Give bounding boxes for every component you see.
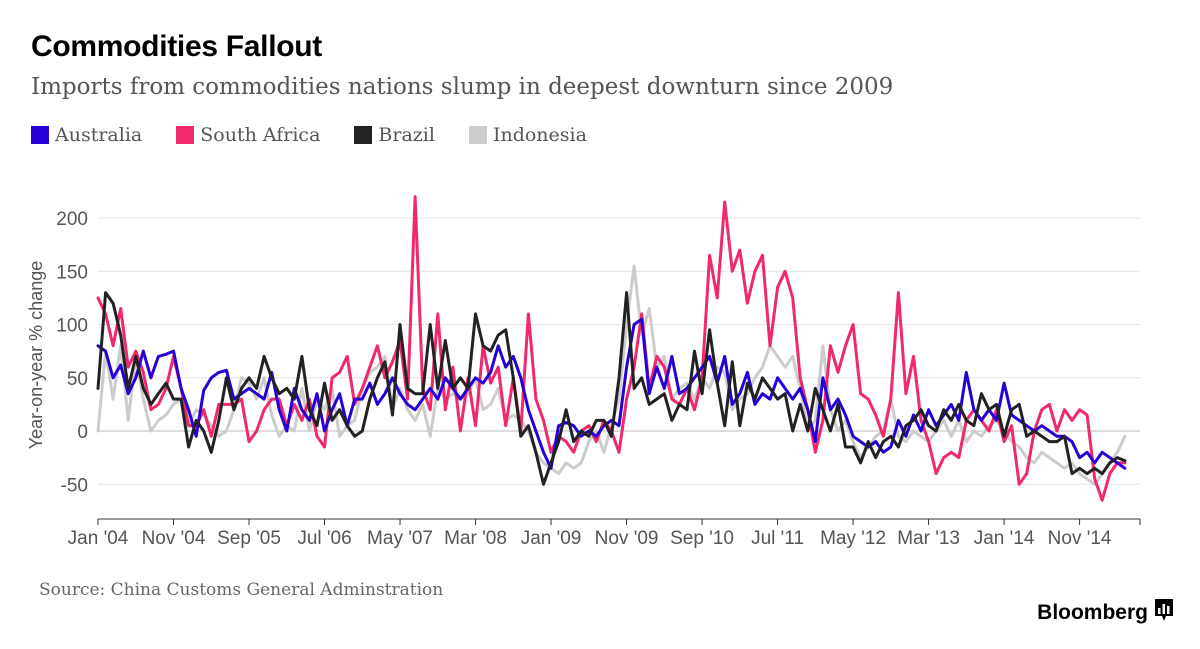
bloomberg-chart-icon (1154, 598, 1174, 628)
x-tick-label: Mar '08 (444, 528, 507, 549)
y-tick-label: 100 (56, 316, 88, 337)
legend-swatch-south-africa (176, 126, 195, 144)
x-tick-label: Nov '14 (1048, 528, 1112, 549)
legend-item-australia: Australia (31, 124, 142, 146)
x-tick-label: Jan '09 (521, 528, 582, 549)
x-tick-label: May '12 (820, 528, 886, 549)
x-tick-label: Nov '09 (595, 528, 659, 549)
x-tick-label: Jan '04 (68, 528, 129, 549)
legend-item-south-africa: South Africa (176, 124, 320, 146)
legend-swatch-indonesia (468, 126, 487, 144)
brand-name: Bloomberg (1037, 601, 1148, 624)
series-line-brazil (96, 291, 1127, 486)
y-tick-label: 50 (67, 369, 88, 390)
y-tick-label: 150 (56, 262, 88, 283)
series-line-indonesia (96, 264, 1127, 486)
legend-swatch-brazil (354, 126, 373, 144)
y-tick-label: 200 (56, 209, 88, 230)
legend-item-brazil: Brazil (354, 124, 435, 146)
series-line-south-africa (96, 195, 1127, 502)
y-axis: -50 0 50 100 150 200 (56, 209, 88, 496)
legend-label-south-africa: South Africa (200, 124, 321, 146)
legend: Australia South Africa Brazil Indonesia (31, 124, 621, 146)
x-tick-label: Mar '13 (897, 528, 960, 549)
chart-title: Commodities Fallout (31, 30, 322, 63)
x-tick-label: Nov '04 (142, 528, 206, 549)
x-axis: Jan '04 Nov '04 Sep '05 Jul '06 May '07 Mar '… (68, 518, 1141, 549)
y-axis-title: Year-on-year % change (26, 261, 46, 449)
y-tick-label: -50 (61, 475, 88, 496)
x-tick-label: Jul '11 (751, 528, 804, 549)
x-tick-label: Jan '14 (974, 528, 1035, 549)
legend-label-australia: Australia (55, 124, 143, 146)
legend-swatch-australia (31, 126, 49, 144)
legend-label-indonesia: Indonesia (492, 124, 587, 146)
x-tick-label: May '07 (367, 528, 433, 549)
y-tick-label: 0 (77, 422, 88, 443)
chart-subtitle: Imports from commodities nations slump i… (31, 74, 894, 100)
x-tick-label: Sep '10 (670, 528, 734, 549)
series-lines (96, 195, 1127, 502)
legend-item-indonesia: Indonesia (468, 124, 587, 146)
series-line-australia (96, 317, 1127, 470)
bloomberg-logo: Bloomberg (1037, 598, 1174, 628)
legend-label-brazil: Brazil (378, 124, 435, 146)
source-note: Source: China Customs General Adminstrat… (39, 580, 444, 600)
x-tick-label: Sep '05 (217, 528, 281, 549)
x-tick-label: Jul '06 (297, 528, 351, 549)
